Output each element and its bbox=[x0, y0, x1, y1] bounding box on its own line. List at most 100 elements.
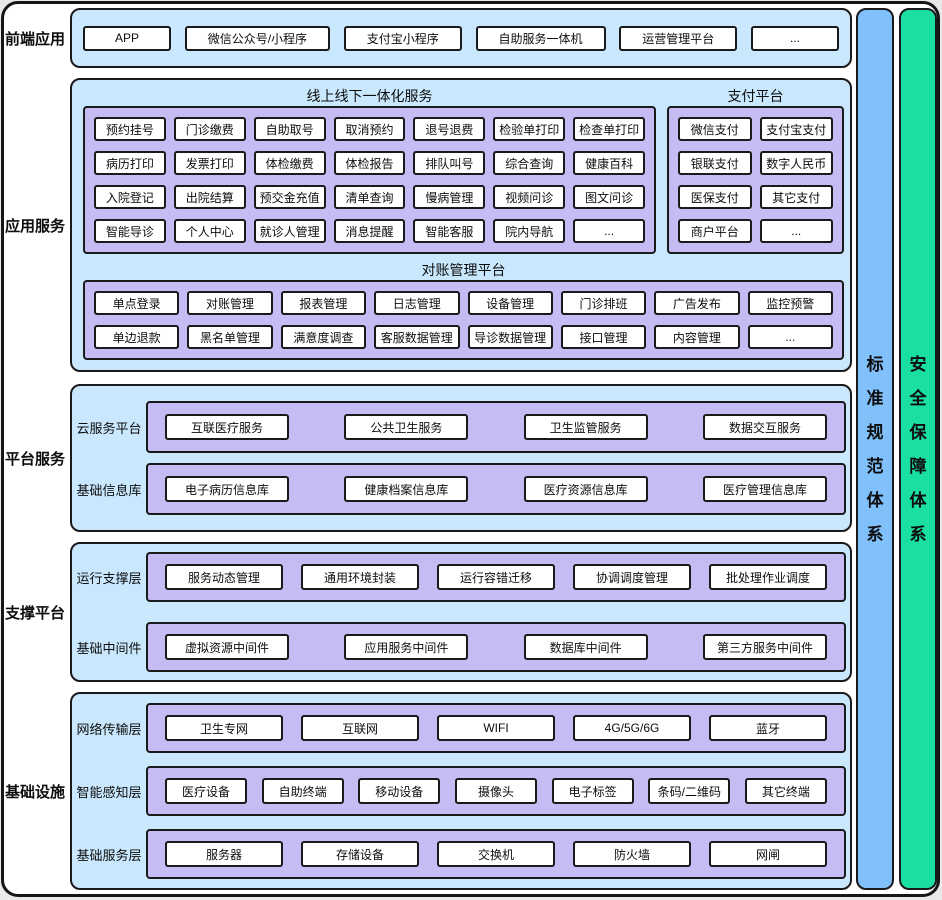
service-row: 商户平台... bbox=[678, 219, 833, 243]
service-box: 其它终端 bbox=[744, 778, 827, 804]
service-box: 电子病历信息库 bbox=[165, 476, 289, 502]
bar-label-char: 规 bbox=[866, 422, 884, 442]
service-box: 退号退费 bbox=[413, 117, 486, 141]
service-box: 自助取号 bbox=[253, 117, 326, 141]
service-box: 出院结算 bbox=[173, 185, 246, 209]
bar-label-char: 障 bbox=[909, 456, 927, 476]
service-box: 慢病管理 bbox=[413, 185, 486, 209]
integrated-services-title: 线上线下一体化服务 bbox=[306, 87, 433, 104]
service-box: 虚拟资源中间件 bbox=[165, 634, 289, 660]
service-box: 取消预约 bbox=[333, 117, 406, 141]
layer-label: 网络传输层 bbox=[76, 721, 142, 737]
service-box: ... bbox=[750, 25, 839, 51]
service-box: 4G/5G/6G bbox=[573, 715, 691, 741]
service-box: 门诊缴费 bbox=[173, 117, 246, 141]
service-box: 服务动态管理 bbox=[165, 564, 283, 590]
layer-label: 运行支撑层 bbox=[76, 570, 142, 586]
service-box: 防火墙 bbox=[573, 841, 691, 867]
service-box: 检验单打印 bbox=[493, 117, 566, 141]
service-box: 微信公众号/小程序 bbox=[184, 25, 331, 51]
service-box: 视频问诊 bbox=[493, 185, 566, 209]
security-system-bar: 安全保障体系 bbox=[899, 8, 937, 890]
service-box: 清单查询 bbox=[333, 185, 406, 209]
service-box: ... bbox=[747, 325, 833, 349]
payment-platform-grid: 微信支付 支付宝支付 银联支付 数字人民币 医保支付 其它支付 商户平台... bbox=[667, 106, 844, 254]
service-box: 消息提醒 bbox=[333, 219, 406, 243]
service-box: 排队叫号 bbox=[413, 151, 486, 175]
service-box: 检查单打印 bbox=[573, 117, 646, 141]
service-box: WIFI bbox=[437, 715, 555, 741]
service-box: 银联支付 bbox=[678, 151, 752, 175]
service-box: 智能导诊 bbox=[94, 219, 166, 243]
section-label-frontend: 前端应用 bbox=[4, 30, 65, 48]
reconciliation-platform-grid: 单点登录 对账管理 报表管理 日志管理 设备管理 门诊排班 广告发布 监控预警 单边退款 黑名单管… bbox=[83, 280, 844, 360]
layer-label: 基础中间件 bbox=[76, 640, 142, 656]
service-box: 单点登录 bbox=[94, 291, 180, 315]
integrated-services-panel: 线上线下一体化服务 预约挂号 门诊缴费 自助取号 取消预约 退号退费 检验单打印 检查单打印… bbox=[83, 85, 656, 254]
service-box: 报表管理 bbox=[280, 291, 367, 315]
service-row: 医保支付 其它支付 bbox=[678, 185, 833, 209]
service-box: 预约挂号 bbox=[94, 117, 166, 141]
service-box: 第三方服务中间件 bbox=[702, 634, 827, 660]
section-label-infrastructure: 基础设施 bbox=[4, 783, 65, 801]
cloud-services-strip: 互联医疗服务 公共卫生服务 卫生监管服务 数据交互服务 bbox=[146, 401, 846, 453]
service-box: 存储设备 bbox=[301, 841, 419, 867]
service-box: ... bbox=[573, 219, 646, 243]
standards-system-bar: 标准规范体系 bbox=[856, 8, 894, 890]
service-box: 应用服务中间件 bbox=[344, 634, 469, 660]
payment-platform-title: 支付平台 bbox=[727, 87, 784, 104]
service-box: 预交金充值 bbox=[253, 185, 326, 209]
runtime-support-strip: 服务动态管理 通用环境封装 运行容错迁移 协调调度管理 批处理作业调度 bbox=[146, 552, 846, 602]
integrated-services-grid: 预约挂号 门诊缴费 自助取号 取消预约 退号退费 检验单打印 检查单打印 病历打印 发票打印 体检… bbox=[83, 106, 656, 254]
service-box: 蓝牙 bbox=[709, 715, 827, 741]
service-box: 互联网 bbox=[301, 715, 419, 741]
service-row: 病历打印 发票打印 体检缴费 体检报告 排队叫号 综合查询 健康百科 bbox=[94, 151, 646, 175]
service-box: 商户平台 bbox=[678, 219, 752, 243]
layer-label: 云服务平台 bbox=[76, 420, 142, 436]
service-row: 微信支付 支付宝支付 bbox=[678, 117, 833, 141]
service-box: 数据交互服务 bbox=[702, 414, 827, 440]
section-platform-services: 云服务平台 互联医疗服务 公共卫生服务 卫生监管服务 数据交互服务 基础信息库 电子病… bbox=[70, 384, 852, 532]
layer-row-base-services: 基础服务层 服务器 存储设备 交换机 防火墙 网闸 bbox=[72, 829, 846, 879]
service-box: 综合查询 bbox=[493, 151, 566, 175]
bar-label-char: 系 bbox=[866, 524, 884, 544]
service-box: 导诊数据管理 bbox=[467, 325, 553, 349]
layer-row-base-info: 基础信息库 电子病历信息库 健康档案信息库 医疗资源信息库 医疗管理信息库 bbox=[72, 463, 846, 515]
service-box: 病历打印 bbox=[94, 151, 166, 175]
bar-label-char: 系 bbox=[909, 524, 927, 544]
service-box: 交换机 bbox=[437, 841, 555, 867]
service-box: 服务器 bbox=[165, 841, 283, 867]
service-box: 运行容错迁移 bbox=[437, 564, 555, 590]
service-box: 运营管理平台 bbox=[619, 25, 738, 51]
service-box: 健康档案信息库 bbox=[344, 476, 469, 502]
sensing-strip: 医疗设备 自助终端 移动设备 摄像头 电子标签 条码/二维码 其它终端 bbox=[146, 766, 846, 816]
bar-label-char: 安 bbox=[909, 354, 927, 374]
service-box: 条码/二维码 bbox=[648, 778, 731, 804]
service-box: 移动设备 bbox=[358, 778, 441, 804]
service-box: 就诊人管理 bbox=[253, 219, 326, 243]
section-label-platform-services: 平台服务 bbox=[4, 450, 65, 468]
bar-label-char: 标 bbox=[866, 354, 884, 374]
layer-row-runtime-support: 运行支撑层 服务动态管理 通用环境封装 运行容错迁移 协调调度管理 批处理作业调度 bbox=[72, 552, 846, 602]
service-row: 预约挂号 门诊缴费 自助取号 取消预约 退号退费 检验单打印 检查单打印 bbox=[94, 117, 646, 141]
service-box: 医疗设备 bbox=[165, 778, 247, 804]
bar-label-char: 体 bbox=[909, 490, 927, 510]
service-box: 支付宝小程序 bbox=[343, 25, 462, 51]
service-box: 客服数据管理 bbox=[374, 325, 460, 349]
middleware-strip: 虚拟资源中间件 应用服务中间件 数据库中间件 第三方服务中间件 bbox=[146, 622, 846, 672]
service-row: 单点登录 对账管理 报表管理 日志管理 设备管理 门诊排班 广告发布 监控预警 bbox=[94, 291, 833, 315]
service-box: ... bbox=[759, 219, 833, 243]
section-label-support-platform: 支撑平台 bbox=[4, 604, 65, 622]
service-box: 体检缴费 bbox=[253, 151, 326, 175]
service-box: 网闸 bbox=[709, 841, 827, 867]
section-infrastructure: 网络传输层 卫生专网 互联网 WIFI 4G/5G/6G 蓝牙 智能感知层 医疗设备 自助… bbox=[70, 692, 852, 890]
section-support-platform: 运行支撑层 服务动态管理 通用环境封装 运行容错迁移 协调调度管理 批处理作业调度 基础… bbox=[70, 542, 852, 682]
service-box: 电子标签 bbox=[551, 778, 634, 804]
layer-label: 基础服务层 bbox=[76, 847, 142, 863]
service-box: 内容管理 bbox=[654, 325, 740, 349]
network-strip: 卫生专网 互联网 WIFI 4G/5G/6G 蓝牙 bbox=[146, 703, 846, 753]
layer-row-sensing: 智能感知层 医疗设备 自助终端 移动设备 摄像头 电子标签 条码/二维码 其它终端 bbox=[72, 766, 846, 816]
service-box: 批处理作业调度 bbox=[709, 564, 827, 590]
service-box: APP bbox=[83, 25, 171, 51]
